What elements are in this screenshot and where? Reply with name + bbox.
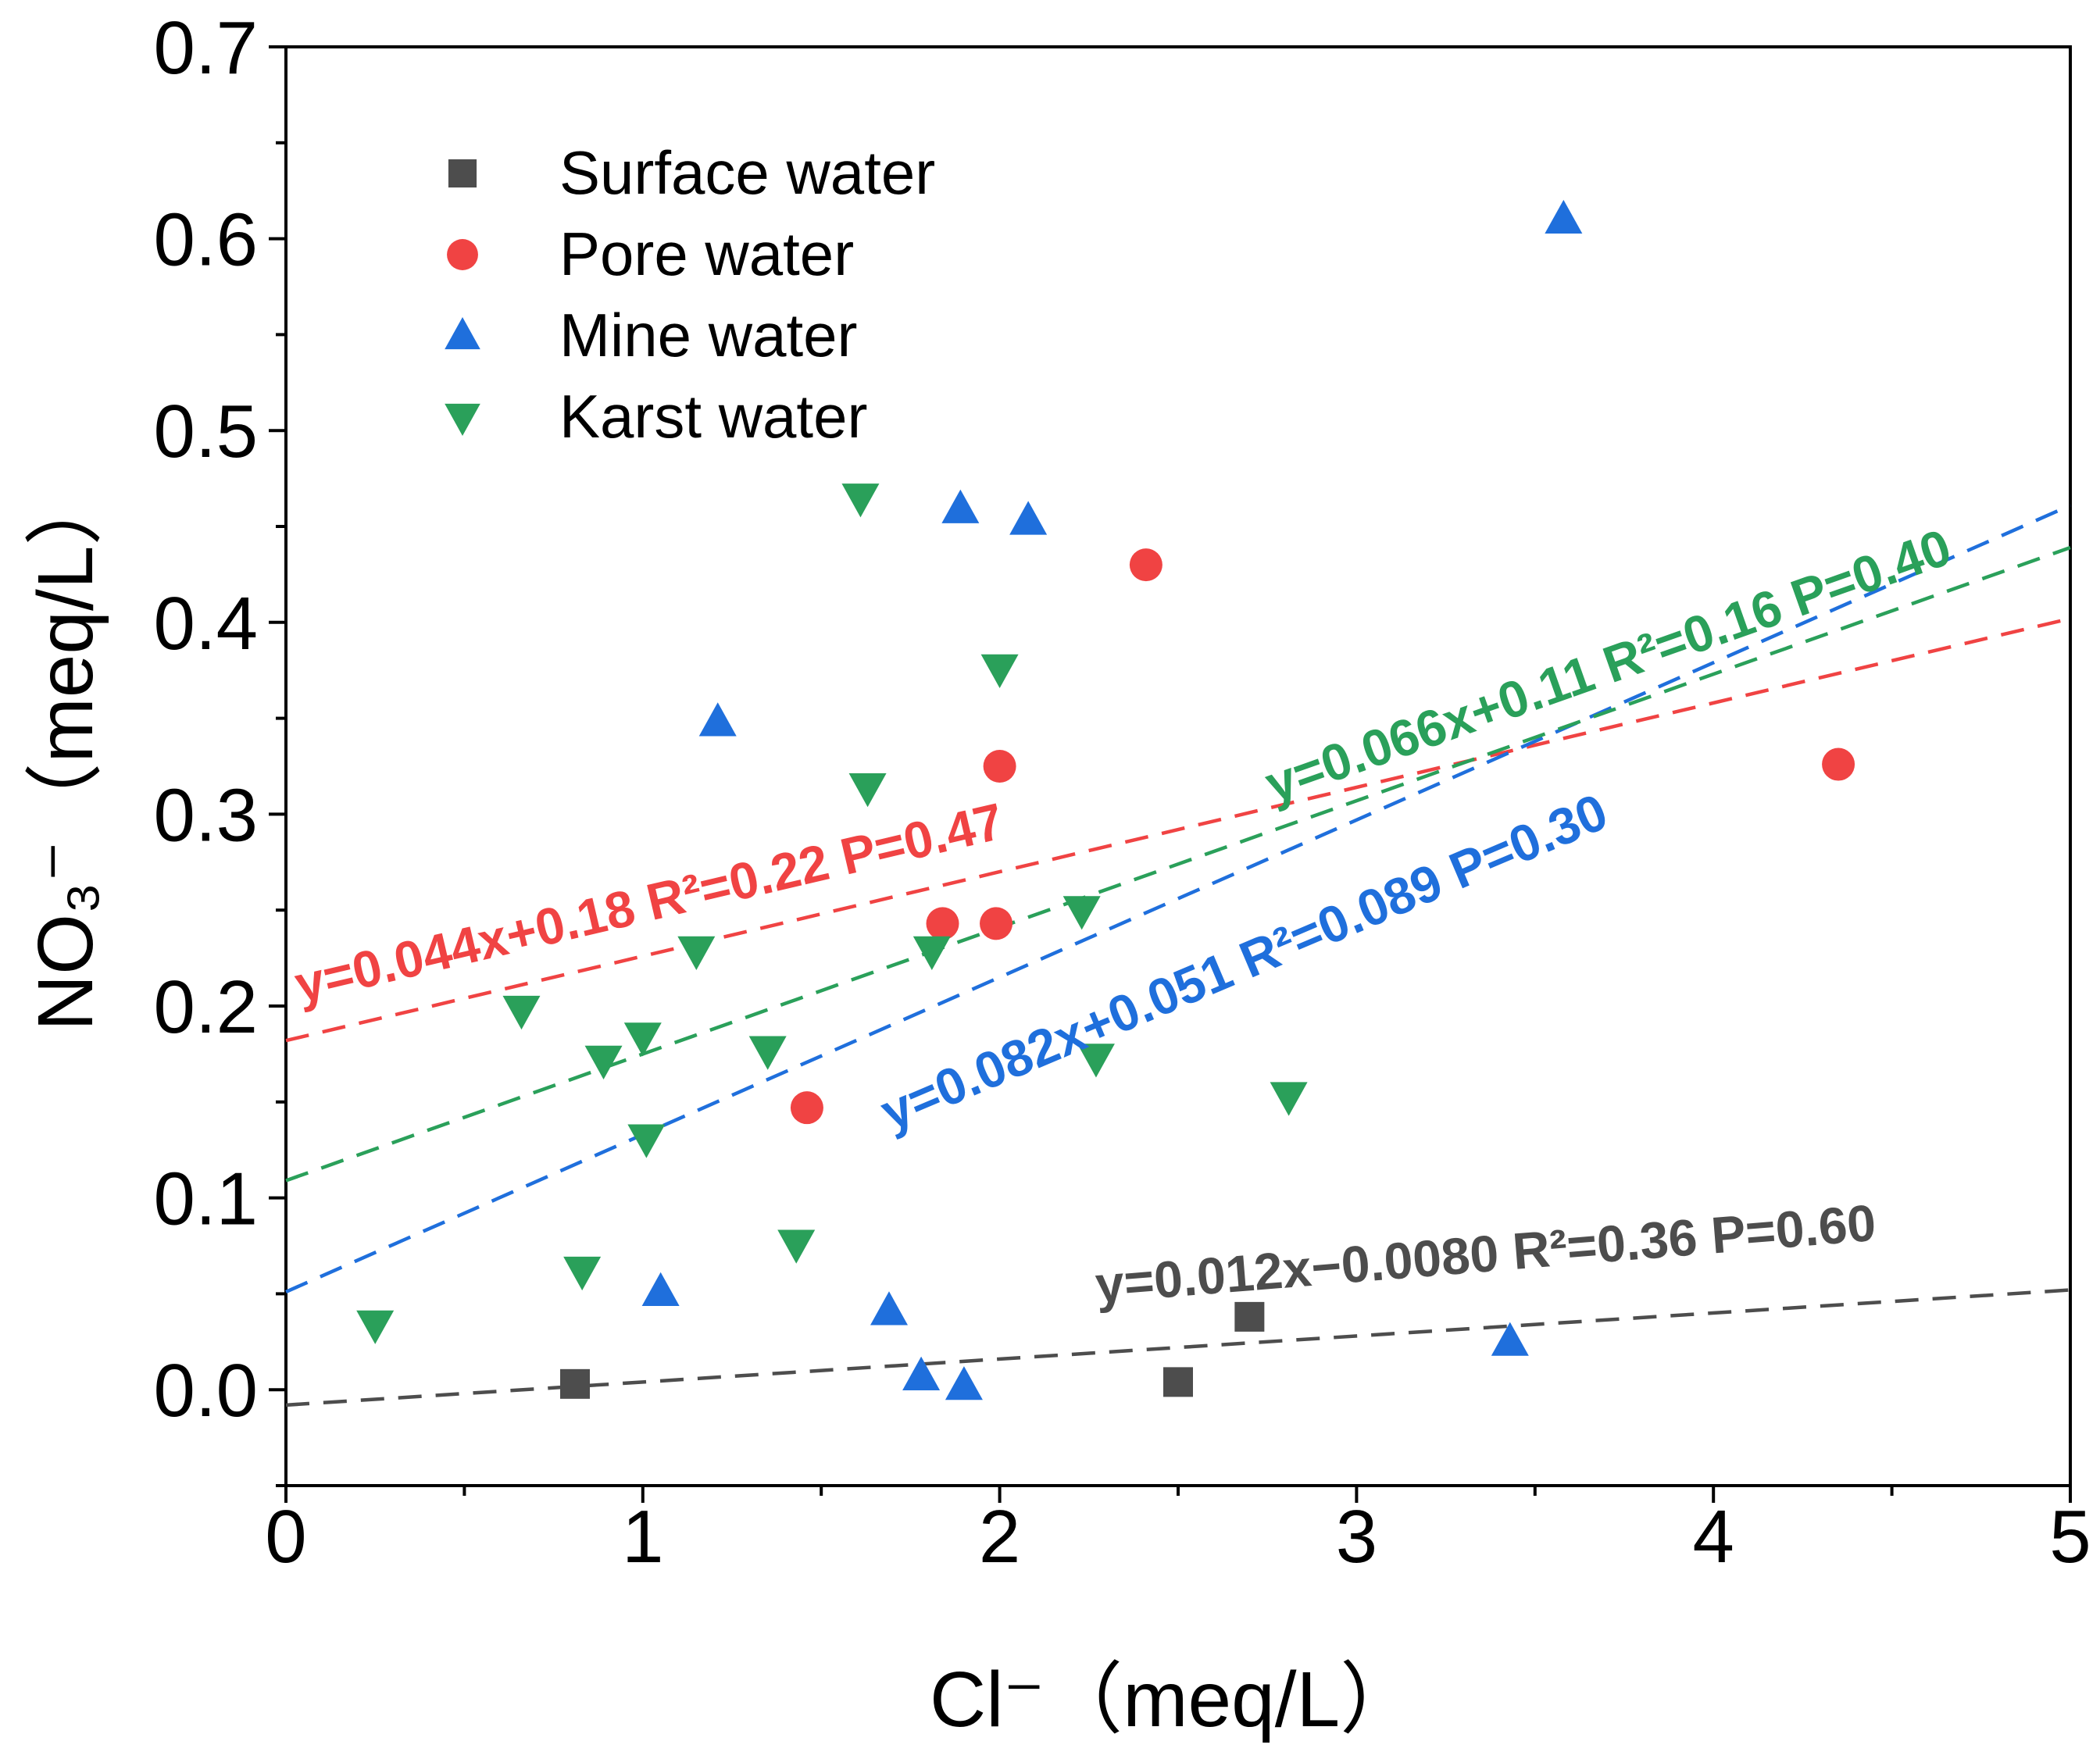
fit-line-mine-water bbox=[285, 503, 2071, 1294]
legend-marker-karst-water bbox=[445, 403, 480, 436]
y-tick-label: 0.2 bbox=[154, 965, 258, 1049]
data-point-mine-water bbox=[1545, 199, 1583, 234]
x-tick-label: 1 bbox=[622, 1495, 663, 1579]
data-point-karst-water bbox=[1062, 896, 1101, 930]
data-point-mine-water bbox=[870, 1291, 908, 1325]
data-point-mine-water bbox=[902, 1356, 941, 1391]
x-tick-label: 5 bbox=[2049, 1495, 2091, 1579]
data-point-mine-water bbox=[1009, 501, 1048, 535]
data-point-pore-water bbox=[926, 907, 959, 940]
legend-label-karst-water: Karst water bbox=[559, 382, 867, 451]
data-point-karst-water bbox=[584, 1045, 623, 1079]
y-tick-label: 0.4 bbox=[154, 582, 258, 665]
data-point-mine-water bbox=[941, 489, 980, 523]
data-point-pore-water bbox=[790, 1091, 823, 1125]
y-tick-label: 0.0 bbox=[154, 1349, 258, 1433]
data-point-karst-water bbox=[563, 1256, 602, 1291]
data-point-pore-water bbox=[1129, 548, 1162, 582]
data-point-pore-water bbox=[1822, 747, 1855, 781]
data-point-surface-water bbox=[1163, 1367, 1193, 1397]
data-point-karst-water bbox=[848, 773, 887, 808]
y-tick-labels: 0.0 0.1 0.2 0.3 0.4 0.5 0.6 0.7 bbox=[154, 6, 258, 1433]
data-point-mine-water bbox=[945, 1366, 983, 1400]
fit-label-pore-water: y=0.044x+0.18 R²=0.22 P=0.47 bbox=[289, 792, 1009, 1014]
x-tick-label: 4 bbox=[1693, 1495, 1734, 1579]
data-point-karst-water bbox=[356, 1310, 395, 1344]
legend-marker-pore-water bbox=[447, 239, 478, 270]
data-point-pore-water bbox=[980, 907, 1013, 940]
data-point-karst-water bbox=[980, 654, 1019, 688]
data-point-karst-water bbox=[502, 995, 541, 1030]
data-points bbox=[356, 199, 1855, 1400]
fit-label-surface-water: y=0.012x−0.0080 R²=0.36 P=0.60 bbox=[1093, 1193, 1878, 1314]
legend: Surface water Pore water Mine water Kars… bbox=[445, 138, 935, 451]
data-point-karst-water bbox=[1270, 1082, 1308, 1116]
data-point-karst-water bbox=[1077, 1044, 1115, 1078]
y-axis-title: NO₃⁻（meq/L） bbox=[22, 468, 109, 1031]
data-point-karst-water bbox=[623, 1022, 662, 1057]
x-tick-label: 3 bbox=[1336, 1495, 1377, 1579]
data-point-pore-water bbox=[983, 750, 1016, 783]
data-point-karst-water bbox=[841, 483, 880, 518]
x-tick-labels: 0 1 2 3 4 5 bbox=[265, 1495, 2091, 1579]
fit-line-karst-water bbox=[285, 545, 2071, 1183]
data-point-karst-water bbox=[677, 936, 716, 970]
fit-line-pore-water bbox=[285, 616, 2071, 1043]
data-point-karst-water bbox=[777, 1229, 816, 1264]
legend-label-pore-water: Pore water bbox=[559, 219, 854, 288]
x-tick-label: 2 bbox=[979, 1495, 1020, 1579]
data-point-karst-water bbox=[627, 1124, 666, 1158]
data-point-surface-water bbox=[560, 1368, 591, 1399]
data-point-mine-water bbox=[1491, 1322, 1529, 1356]
data-point-mine-water bbox=[641, 1272, 680, 1306]
data-point-karst-water bbox=[912, 936, 951, 970]
y-tick-label: 0.5 bbox=[154, 390, 258, 473]
legend-label-mine-water: Mine water bbox=[559, 301, 857, 369]
y-tick-label: 0.3 bbox=[154, 773, 258, 857]
data-point-mine-water bbox=[698, 702, 737, 737]
data-point-karst-water bbox=[748, 1036, 787, 1070]
x-tick-label: 0 bbox=[265, 1495, 306, 1579]
legend-label-surface-water: Surface water bbox=[559, 138, 935, 207]
y-tick-label: 0.6 bbox=[154, 198, 258, 282]
axis-ticks bbox=[269, 45, 2072, 1503]
fit-lines bbox=[285, 503, 2071, 1408]
y-tick-label: 0.7 bbox=[154, 6, 258, 90]
data-point-surface-water bbox=[1234, 1301, 1265, 1332]
y-tick-label: 0.1 bbox=[154, 1158, 258, 1241]
legend-marker-surface-water bbox=[448, 159, 477, 188]
legend-marker-mine-water bbox=[445, 317, 480, 350]
x-axis-title: Cl⁻（meq/L） bbox=[930, 1656, 1418, 1743]
